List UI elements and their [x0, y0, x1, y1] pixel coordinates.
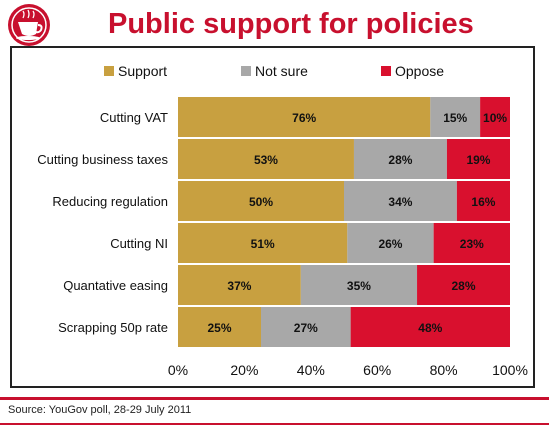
data-label: 35%	[347, 279, 371, 293]
bar-segment-support	[178, 307, 261, 347]
x-tick-label: 60%	[363, 362, 391, 378]
legend-swatch-0	[104, 66, 114, 76]
legend-label-0: Support	[118, 63, 167, 79]
bar-segment-support	[178, 223, 348, 263]
legend-swatch-2	[381, 66, 391, 76]
bar-segment-oppose	[417, 265, 510, 305]
data-label: 19%	[466, 153, 490, 167]
category-label: Quantative easing	[63, 278, 168, 293]
x-tick-label: 20%	[230, 362, 258, 378]
chart-frame: Support Not sure Oppose Cutting VAT 76% 15% 10…	[10, 46, 535, 388]
legend-label-2: Oppose	[395, 63, 444, 79]
source-note: Source: YouGov poll, 28-29 July 2011	[8, 404, 192, 416]
footer-bottom-divider	[0, 423, 549, 425]
data-label: 28%	[388, 153, 412, 167]
chart-title: Public support for policies	[108, 8, 474, 40]
bar-segment-oppose	[350, 307, 510, 347]
data-label: 16%	[471, 195, 495, 209]
category-label: Cutting business taxes	[37, 152, 168, 167]
x-tick-label: 100%	[492, 362, 528, 378]
data-label: 51%	[251, 237, 275, 251]
data-label: 15%	[443, 111, 467, 125]
bar-segment-support	[178, 181, 344, 221]
data-label: 76%	[292, 111, 316, 125]
bar-segment-oppose	[433, 223, 510, 263]
stacked-bar-chart: Support Not sure Oppose Cutting VAT 76% 15% 10…	[37, 63, 528, 378]
bar-segment-not-sure	[353, 139, 447, 179]
data-label: 53%	[254, 153, 278, 167]
category-label: Cutting NI	[110, 236, 168, 251]
bar-segment-not-sure	[300, 265, 418, 305]
bar-segment-not-sure	[344, 181, 457, 221]
data-label: 37%	[227, 279, 251, 293]
legend-label-1: Not sure	[255, 63, 308, 79]
data-label: 28%	[452, 279, 476, 293]
teacup-logo-icon	[6, 2, 52, 48]
data-label: 23%	[460, 237, 484, 251]
data-label: 34%	[388, 195, 412, 209]
bar-segment-oppose	[480, 97, 510, 137]
bar-segment-not-sure	[347, 223, 434, 263]
bar-segment-support	[178, 139, 354, 179]
bar-segment-not-sure	[261, 307, 351, 347]
category-label: Cutting VAT	[100, 110, 168, 125]
bar-segment-oppose	[446, 139, 510, 179]
category-label: Reducing regulation	[52, 194, 168, 209]
data-label: 50%	[249, 195, 273, 209]
data-label: 27%	[294, 321, 318, 335]
legend-swatch-1	[241, 66, 251, 76]
data-label: 25%	[207, 321, 231, 335]
data-label: 26%	[378, 237, 402, 251]
bar-segment-support	[178, 97, 431, 137]
x-tick-label: 40%	[297, 362, 325, 378]
category-label: Scrapping 50p rate	[58, 320, 168, 335]
data-label: 48%	[418, 321, 442, 335]
x-tick-label: 80%	[430, 362, 458, 378]
bar-segment-oppose	[456, 181, 510, 221]
bar-segment-support	[178, 265, 301, 305]
bar-segment-not-sure	[430, 97, 481, 137]
x-tick-label: 0%	[168, 362, 188, 378]
footer-divider	[0, 397, 549, 400]
data-label: 10%	[483, 111, 507, 125]
